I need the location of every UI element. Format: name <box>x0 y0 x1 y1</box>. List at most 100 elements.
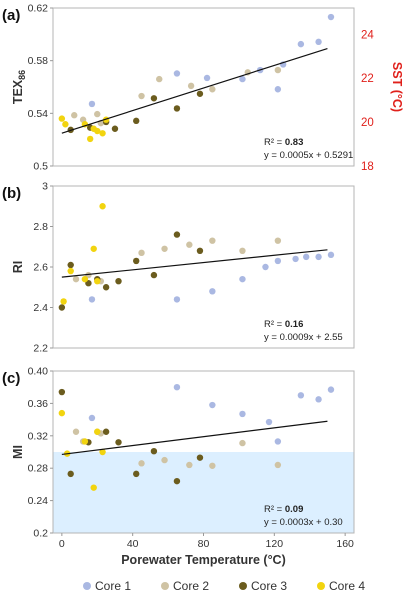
point-core-2 <box>72 428 80 435</box>
panel-1: (a) 0.5 0.54 0.58 0.62 TEX86 18 20 22 24 SST (°C) R… <box>2 3 404 174</box>
trendline <box>61 249 328 278</box>
panel-2: (b) 2.2 2.4 2.6 2.8 3 RI R² = 0.16 y = 0.0009x +… <box>2 181 355 355</box>
panel-3: (c) 0.2 0.24 0.28 0.32 0.36 0.40 0 40 80 120 160 Por… <box>2 366 355 567</box>
point-core-2 <box>161 245 168 252</box>
point-core-3 <box>133 470 140 478</box>
point-core-2 <box>274 461 282 469</box>
point-core-1 <box>88 296 96 303</box>
y2-tick-label: 18 <box>361 161 374 173</box>
point-core-1 <box>88 414 96 422</box>
point-core-4 <box>99 448 106 456</box>
point-core-4 <box>62 121 69 128</box>
point-core-3 <box>67 470 74 478</box>
legend: Core 1 Core 2 Core 3 Core 4 <box>83 579 365 593</box>
point-core-1 <box>274 86 282 93</box>
point-core-1 <box>239 410 246 418</box>
x-tick-label: 0 <box>59 538 65 550</box>
y-tick-label: 0.24 <box>28 495 49 507</box>
equation-annotation: y = 0.0009x + 2.55 <box>264 332 343 343</box>
point-core-1 <box>88 100 96 108</box>
y-tick-label: 0.28 <box>28 463 49 475</box>
point-core-4 <box>94 428 101 435</box>
point-core-2 <box>209 86 216 93</box>
point-core-1 <box>302 253 310 261</box>
point-core-3 <box>111 125 119 132</box>
point-core-3 <box>150 95 158 102</box>
point-core-2 <box>239 439 246 447</box>
panels: (a) 0.5 0.54 0.58 0.62 TEX86 18 20 22 24 SST (°C) R… <box>2 3 404 568</box>
point-core-4 <box>58 409 66 417</box>
y-tick-label: 2.4 <box>33 302 48 314</box>
y-tick-label: 0.36 <box>28 398 49 410</box>
point-core-3 <box>133 117 140 125</box>
point-core-2 <box>274 66 282 74</box>
point-core-1 <box>274 438 282 445</box>
point-core-4 <box>58 115 66 122</box>
legend-swatch <box>83 582 91 590</box>
point-core-1 <box>274 257 282 265</box>
point-core-4 <box>67 267 74 275</box>
point-core-3 <box>173 477 181 485</box>
point-core-2 <box>239 247 246 254</box>
point-core-4 <box>99 130 106 137</box>
point-core-2 <box>156 75 163 83</box>
panel-label: (a) <box>2 7 20 24</box>
y-axis-label: RI <box>11 261 25 274</box>
panel-label: (b) <box>2 185 21 202</box>
legend-swatch <box>239 582 247 590</box>
trendline <box>61 47 328 134</box>
point-core-3 <box>102 284 110 291</box>
point-core-4 <box>86 135 94 143</box>
point-core-4 <box>94 277 101 285</box>
y-axis-label: MI <box>11 445 25 459</box>
plot-frame <box>52 185 355 349</box>
y-tick-label: 2.2 <box>33 343 48 355</box>
point-core-3 <box>58 304 66 311</box>
point-core-3 <box>196 247 204 254</box>
point-core-1 <box>173 296 181 303</box>
point-core-2 <box>72 275 80 283</box>
point-core-4 <box>99 203 106 210</box>
y-tick-label: 0.5 <box>33 161 48 173</box>
y-tick-label: 2.6 <box>33 262 48 274</box>
point-core-1 <box>327 386 335 393</box>
point-core-1 <box>239 275 246 283</box>
point-core-3 <box>196 90 204 97</box>
point-core-3 <box>173 105 181 112</box>
x-tick-label: 120 <box>266 538 284 550</box>
point-core-2 <box>94 110 101 118</box>
point-core-2 <box>71 112 78 119</box>
y2-axis-label: SST (°C) <box>390 62 404 112</box>
point-core-3 <box>150 271 158 279</box>
y2-tick-label: 20 <box>361 117 374 129</box>
point-core-2 <box>138 249 145 257</box>
point-core-1 <box>239 75 246 83</box>
point-core-2 <box>187 82 195 90</box>
point-core-4 <box>81 275 89 283</box>
point-core-2 <box>138 460 145 467</box>
legend-label: Core 1 <box>95 579 131 593</box>
point-core-2 <box>161 456 168 464</box>
y-tick-label: 0.54 <box>28 108 49 120</box>
point-core-1 <box>327 13 335 21</box>
point-core-3 <box>133 257 140 265</box>
point-core-2 <box>274 237 282 244</box>
y-tick-label: 0.62 <box>28 3 49 15</box>
legend-label: Core 4 <box>329 579 365 593</box>
y-tick-label: 0.2 <box>33 528 48 540</box>
point-core-3 <box>196 454 204 461</box>
point-core-1 <box>297 392 305 399</box>
point-core-4 <box>81 438 89 445</box>
point-core-3 <box>115 439 122 446</box>
x-tick-label: 160 <box>336 538 354 550</box>
plot-frame <box>52 7 355 167</box>
point-core-3 <box>58 388 66 396</box>
legend-label: Core 2 <box>173 579 209 593</box>
x-axis-label: Porewater Temperature (°C) <box>121 553 286 567</box>
x-tick-label: 40 <box>127 538 139 550</box>
point-core-2 <box>186 461 193 469</box>
legend-item-core-2: Core 2 <box>161 579 209 593</box>
y2-tick-label: 22 <box>361 73 374 85</box>
point-core-4 <box>90 245 97 252</box>
r2-annotation: R² = 0.83 <box>264 137 303 148</box>
